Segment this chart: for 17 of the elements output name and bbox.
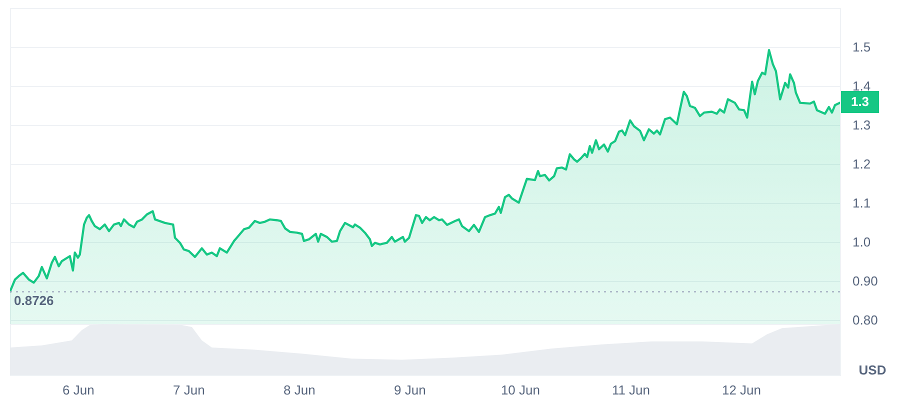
y-tick-label: 1.3 [852,118,871,133]
x-tick-label: 8 Jun [284,382,316,398]
x-tick-label: 11 Jun [612,382,650,398]
y-tick-label: 1.1 [852,196,871,211]
y-tick-label: 1.2 [852,156,871,172]
x-tick-label: 6 Jun [62,382,94,398]
ref-line-label: 0.8726 [14,292,54,308]
y-tick-label: 1.0 [852,234,871,250]
x-tick-label: 10 Jun [500,382,540,398]
x-tick-label: 9 Jun [394,382,426,398]
y-axis-title: USD [858,362,886,378]
x-tick-label: 12 Jun [722,382,762,398]
y-tick-label: 1.4 [852,78,871,94]
y-tick-label: 0.90 [852,274,878,289]
y-tick-label: 0.80 [852,312,878,328]
y-tick-label: 1.5 [852,40,871,55]
x-tick-label: 7 Jun [173,382,205,398]
